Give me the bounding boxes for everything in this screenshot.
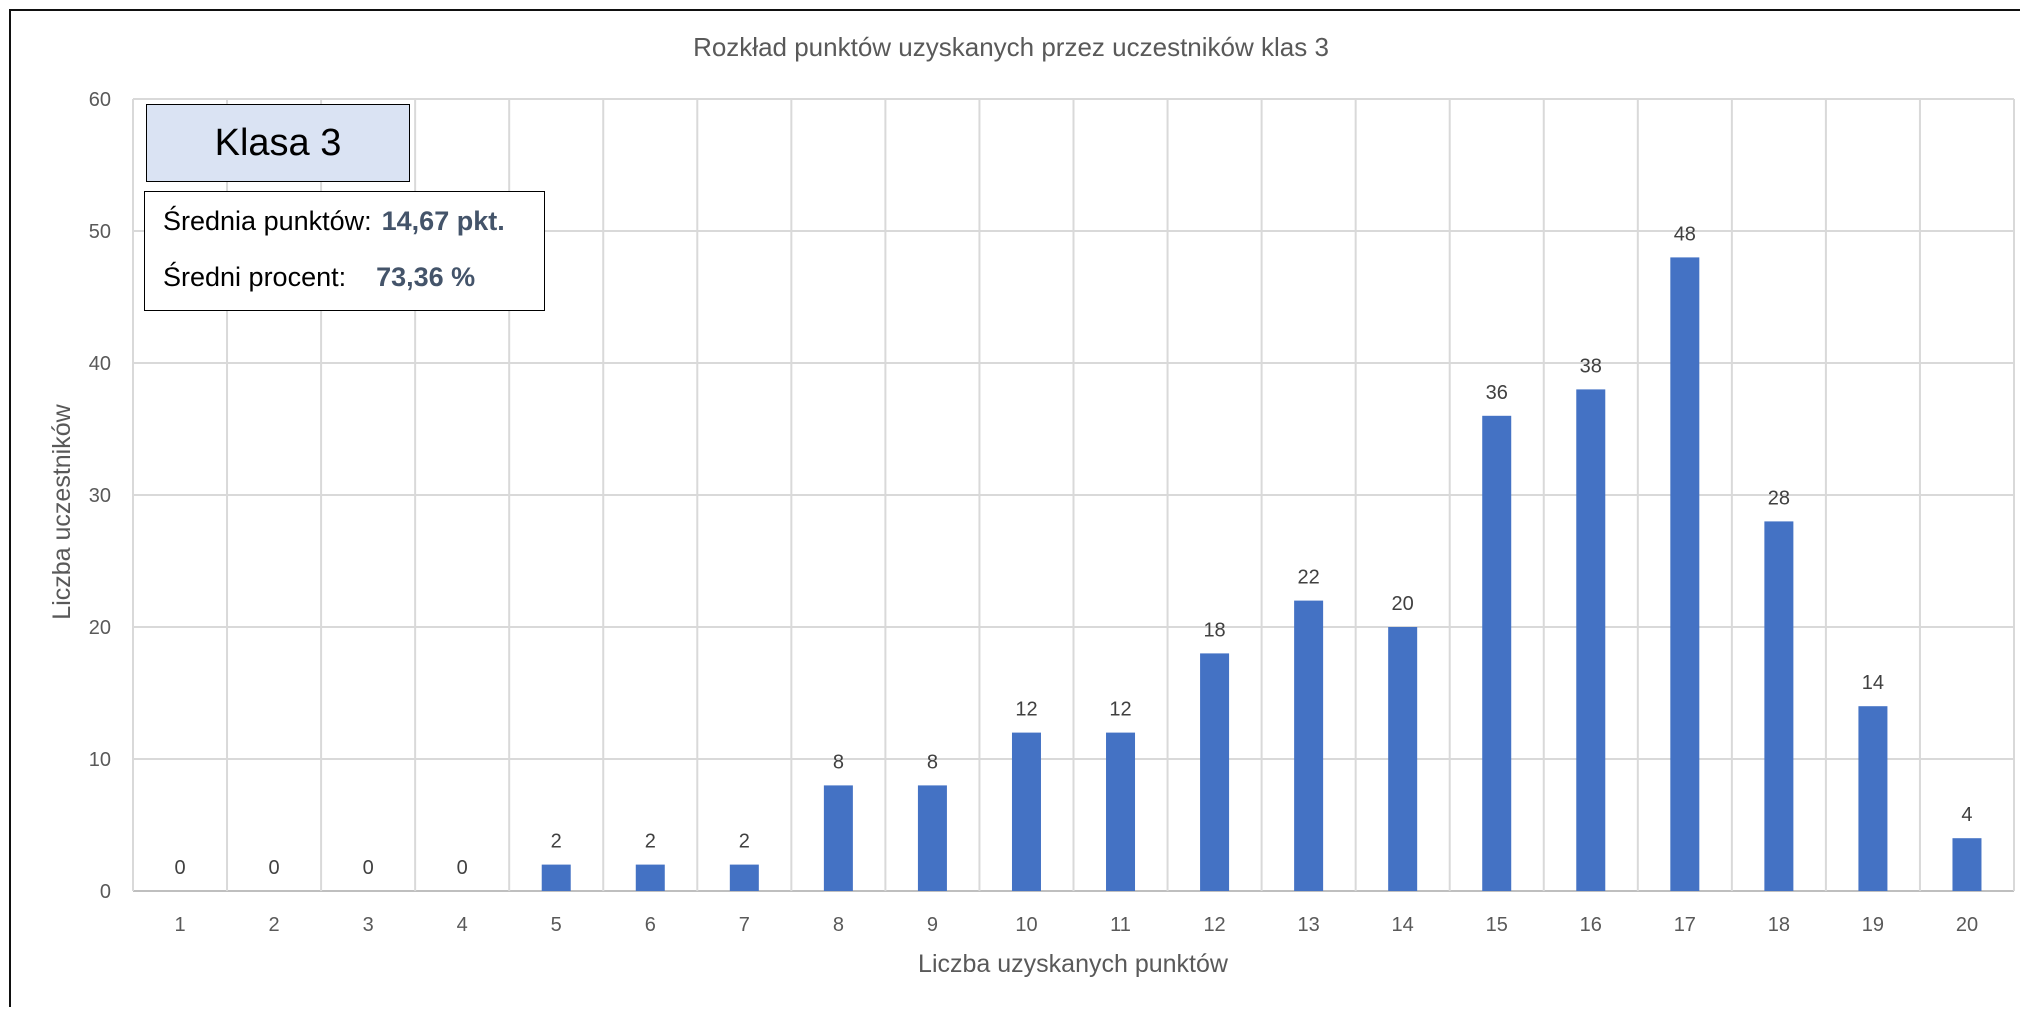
bar [635, 864, 665, 891]
bar [823, 785, 853, 891]
x-tick-label: 18 [1768, 914, 1790, 936]
data-label: 0 [457, 857, 468, 879]
bar [1388, 627, 1418, 891]
y-tick-label: 30 [89, 485, 111, 507]
x-tick-label: 19 [1862, 914, 1884, 936]
data-label: 0 [269, 857, 280, 879]
avg-percent-value: 73,36 % [376, 262, 476, 292]
bar [1670, 257, 1700, 891]
x-tick-label: 10 [1015, 914, 1037, 936]
y-tick-label: 40 [89, 353, 111, 375]
data-label: 8 [833, 751, 844, 773]
bar [541, 864, 571, 891]
x-tick-label: 2 [269, 914, 280, 936]
y-axis-title: Liczba uczestników [48, 403, 76, 619]
x-tick-label: 4 [457, 914, 468, 936]
x-tick-label: 17 [1674, 914, 1696, 936]
bar [1106, 732, 1136, 891]
data-label: 0 [363, 857, 374, 879]
y-tick-label: 20 [89, 617, 111, 639]
data-label: 2 [645, 831, 656, 853]
x-tick-label: 7 [739, 914, 750, 936]
y-tick-label: 60 [89, 89, 111, 111]
bar [1200, 653, 1230, 891]
data-label: 4 [1961, 804, 1972, 826]
avg-percent-row: Średni procent: 73,36 % [163, 262, 475, 293]
data-label: 28 [1768, 487, 1790, 509]
data-label: 8 [927, 751, 938, 773]
bar [1576, 389, 1606, 891]
bar [1858, 706, 1888, 891]
y-tick-label: 0 [100, 881, 111, 903]
y-tick-label: 50 [89, 221, 111, 243]
stats-box: Średnia punktów: 14,67 pkt. Średni procen… [144, 191, 545, 311]
data-label: 12 [1015, 699, 1037, 721]
x-tick-label: 1 [174, 914, 185, 936]
x-tick-label: 6 [645, 914, 656, 936]
avg-percent-label: Średni procent: [163, 262, 347, 292]
data-label: 48 [1674, 223, 1696, 245]
bar-layer [541, 257, 1982, 891]
x-tick-label: 14 [1392, 914, 1414, 936]
class-badge: Klasa 3 [146, 104, 410, 182]
data-label: 22 [1298, 567, 1320, 589]
x-tick-label: 20 [1956, 914, 1978, 936]
x-tick-label: 5 [551, 914, 562, 936]
bar [1482, 415, 1512, 891]
bar [729, 864, 759, 891]
chart-frame [9, 9, 2020, 1007]
data-label: 14 [1862, 672, 1884, 694]
x-tick-label: 12 [1203, 914, 1225, 936]
data-label: 12 [1109, 699, 1131, 721]
avg-points-label: Średnia punktów: [163, 206, 372, 236]
data-label: 36 [1486, 382, 1508, 404]
bar [1294, 600, 1324, 891]
x-tick-label: 15 [1486, 914, 1508, 936]
data-label: 18 [1203, 619, 1225, 641]
bar [1952, 838, 1982, 891]
data-label: 2 [739, 831, 750, 853]
bar [1011, 732, 1041, 891]
chart-title: Rozkład punktów uzyskanych przez uczestn… [693, 32, 1329, 62]
x-tick-label: 11 [1110, 914, 1131, 936]
bar [1764, 521, 1794, 891]
avg-points-value: 14,67 pkt. [381, 206, 505, 236]
y-tick-label: 10 [89, 749, 111, 771]
bar [917, 785, 947, 891]
x-tick-label: 16 [1580, 914, 1602, 936]
x-tick-label: 13 [1298, 914, 1320, 936]
x-tick-label: 3 [363, 914, 374, 936]
data-label: 20 [1392, 593, 1414, 615]
data-label: 2 [551, 831, 562, 853]
data-label: 38 [1580, 355, 1602, 377]
data-label: 0 [174, 857, 185, 879]
x-tick-label: 9 [927, 914, 938, 936]
class-badge-label: Klasa 3 [214, 121, 342, 164]
x-tick-label: 8 [833, 914, 844, 936]
x-axis-title: Liczba uzyskanych punktów [918, 950, 1229, 978]
avg-points-row: Średnia punktów: 14,67 pkt. [163, 206, 505, 237]
